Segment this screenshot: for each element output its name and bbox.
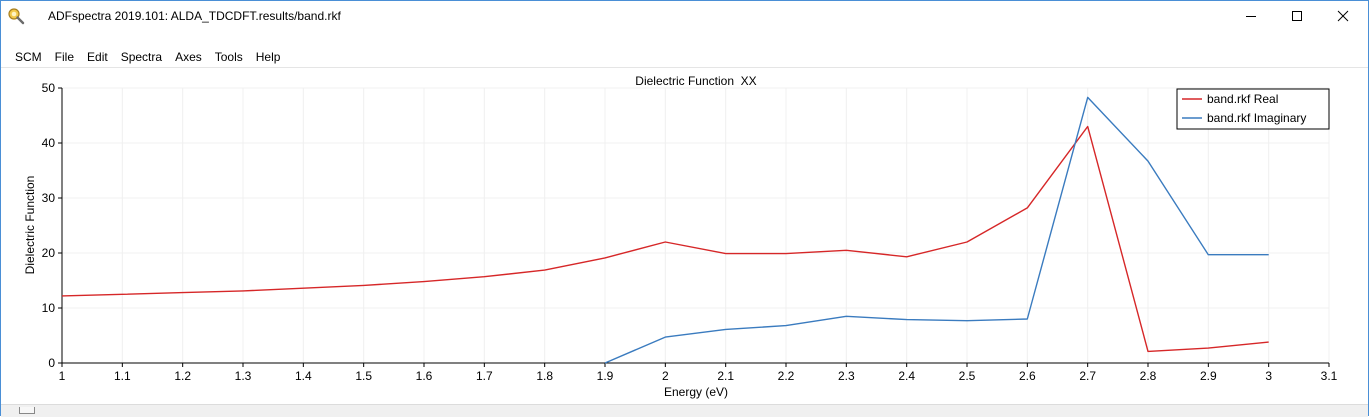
y-tick-label: 10 bbox=[42, 301, 56, 315]
x-tick-label: 2.6 bbox=[1019, 369, 1036, 383]
x-tick-label: 1.2 bbox=[174, 369, 191, 383]
menu-spectra[interactable]: Spectra bbox=[120, 50, 163, 64]
x-tick-label: 1.5 bbox=[355, 369, 372, 383]
chart-title: Dielectric Function XX bbox=[635, 74, 756, 88]
y-tick-labels: 0 10 20 30 40 50 bbox=[42, 81, 56, 370]
x-tick-label: 2.2 bbox=[778, 369, 795, 383]
minimize-button[interactable] bbox=[1228, 1, 1274, 31]
x-tick-label: 1.9 bbox=[597, 369, 614, 383]
x-tick-label: 3.1 bbox=[1321, 369, 1338, 383]
y-tick-label: 0 bbox=[48, 356, 55, 370]
x-tick-label: 2.9 bbox=[1200, 369, 1217, 383]
x-tick-label: 2.5 bbox=[959, 369, 976, 383]
x-tick-label: 3 bbox=[1265, 369, 1272, 383]
menu-scm[interactable]: SCM bbox=[15, 50, 42, 64]
x-tick-label: 1.8 bbox=[536, 369, 553, 383]
close-button[interactable] bbox=[1320, 1, 1366, 31]
x-tick-label: 1.7 bbox=[476, 369, 493, 383]
x-tick-label: 2.1 bbox=[717, 369, 734, 383]
legend-label-imaginary: band.rkf Imaginary bbox=[1207, 111, 1306, 125]
dielectric-chart[interactable]: 1 1.1 1.2 1.3 1.4 1.5 1.6 1.7 1.8 1.9 2 2.1 2.2 2.3 2.… bbox=[1, 68, 1370, 404]
scroll-handle[interactable] bbox=[19, 407, 35, 414]
x-tick-label: 2.3 bbox=[838, 369, 855, 383]
x-tick-labels: 1 1.1 1.2 1.3 1.4 1.5 1.6 1.7 1.8 1.9 2 2.1 2.2 2.3 2.… bbox=[59, 369, 1338, 383]
legend[interactable]: band.rkf Real band.rkf Imaginary bbox=[1176, 88, 1330, 130]
y-tick-label: 30 bbox=[42, 191, 56, 205]
x-tick-label: 1.4 bbox=[295, 369, 312, 383]
x-tick-label: 2.7 bbox=[1079, 369, 1096, 383]
x-tick-label: 1 bbox=[59, 369, 66, 383]
menu-file[interactable]: File bbox=[54, 50, 75, 64]
x-tick-label: 2.8 bbox=[1140, 369, 1157, 383]
horizontal-scrollbar[interactable] bbox=[1, 404, 1368, 417]
close-icon bbox=[1337, 10, 1349, 22]
y-tick-label: 40 bbox=[42, 136, 56, 150]
x-tick-label: 1.6 bbox=[416, 369, 433, 383]
maximize-icon bbox=[1292, 11, 1302, 21]
x-tick-label: 2.4 bbox=[898, 369, 915, 383]
y-tick-label: 20 bbox=[42, 246, 56, 260]
menu-divider bbox=[1, 67, 1368, 68]
x-tick-label: 2 bbox=[662, 369, 669, 383]
menu-axes[interactable]: Axes bbox=[175, 50, 202, 64]
y-axis-label: Dielectric Function bbox=[23, 176, 37, 275]
series-line-imaginary bbox=[604, 96, 1269, 364]
title-bar[interactable]: ADFspectra 2019.101: ALDA_TDCDFT.results… bbox=[1, 1, 1368, 31]
grid-lines bbox=[62, 87, 1330, 363]
window-title: ADFspectra 2019.101: ALDA_TDCDFT.results… bbox=[48, 9, 341, 23]
y-tick-label: 50 bbox=[42, 81, 56, 95]
chart-area[interactable]: 1 1.1 1.2 1.3 1.4 1.5 1.6 1.7 1.8 1.9 2 2.1 2.2 2.3 2.… bbox=[1, 68, 1370, 404]
menu-help[interactable]: Help bbox=[255, 50, 281, 64]
x-tick-label: 1.3 bbox=[235, 369, 252, 383]
x-axis-label: Energy (eV) bbox=[664, 385, 728, 399]
x-tick-label: 1.1 bbox=[114, 369, 131, 383]
series-line-real bbox=[61, 125, 1269, 353]
app-logo-icon bbox=[8, 8, 25, 25]
menu-bar: SCM File Edit Spectra Axes Tools Help bbox=[1, 47, 1368, 67]
minimize-icon bbox=[1246, 16, 1256, 17]
maximize-button[interactable] bbox=[1274, 1, 1320, 31]
axes bbox=[58, 87, 1330, 367]
menu-edit[interactable]: Edit bbox=[87, 50, 108, 64]
series-layer bbox=[61, 96, 1269, 364]
menu-tools[interactable]: Tools bbox=[214, 50, 243, 64]
legend-label-real: band.rkf Real bbox=[1207, 92, 1278, 106]
legend-box bbox=[1176, 88, 1330, 130]
